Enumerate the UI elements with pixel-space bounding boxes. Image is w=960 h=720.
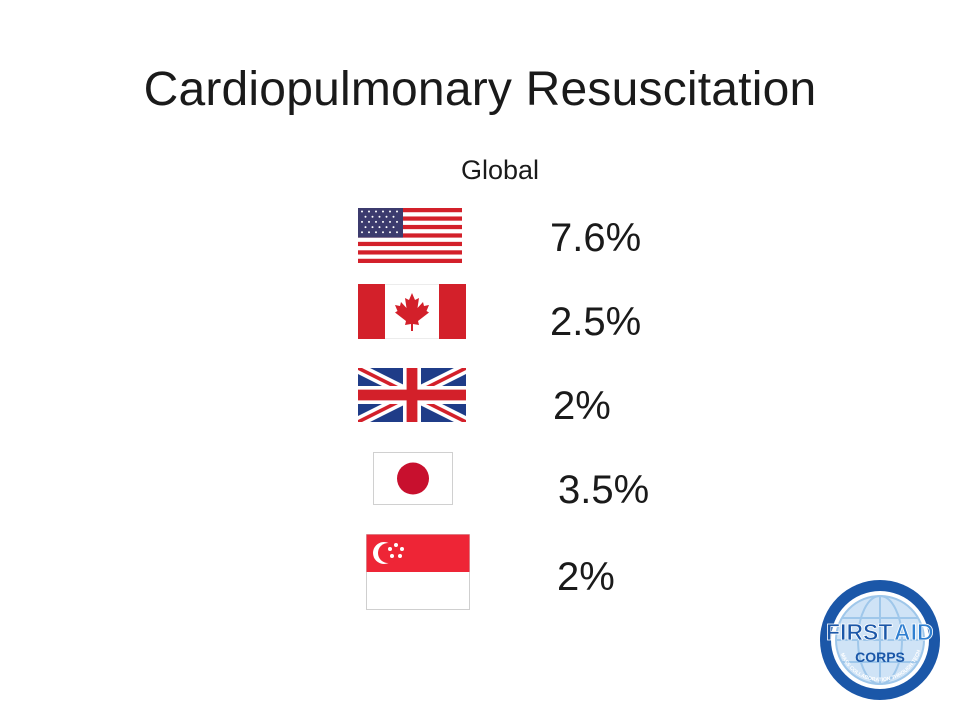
singapore-flag-icon [366, 534, 470, 610]
slide-title: Cardiopulmonary Resuscitation [143, 63, 817, 116]
uk-flag-icon [358, 368, 466, 422]
logo-word-aid: AID [894, 619, 934, 645]
japan-percentage: 3.5% [558, 468, 650, 512]
slide-subtitle: Global [460, 155, 540, 185]
usa-percentage: 7.6% [550, 216, 642, 260]
logo-word-first: FIRST [826, 619, 892, 645]
canada-percentage: 2.5% [550, 300, 642, 344]
japan-flag-icon [373, 452, 453, 505]
usa-flag-icon [358, 208, 462, 263]
logo-word-corps: CORPS [855, 649, 905, 665]
canada-flag-icon [358, 284, 466, 339]
singapore-percentage: 2% [557, 555, 615, 599]
first-aid-corps-logo: FIRST AID CORPS MASS COLLABORATION THROU… [818, 578, 940, 700]
uk-percentage: 2% [553, 384, 611, 428]
